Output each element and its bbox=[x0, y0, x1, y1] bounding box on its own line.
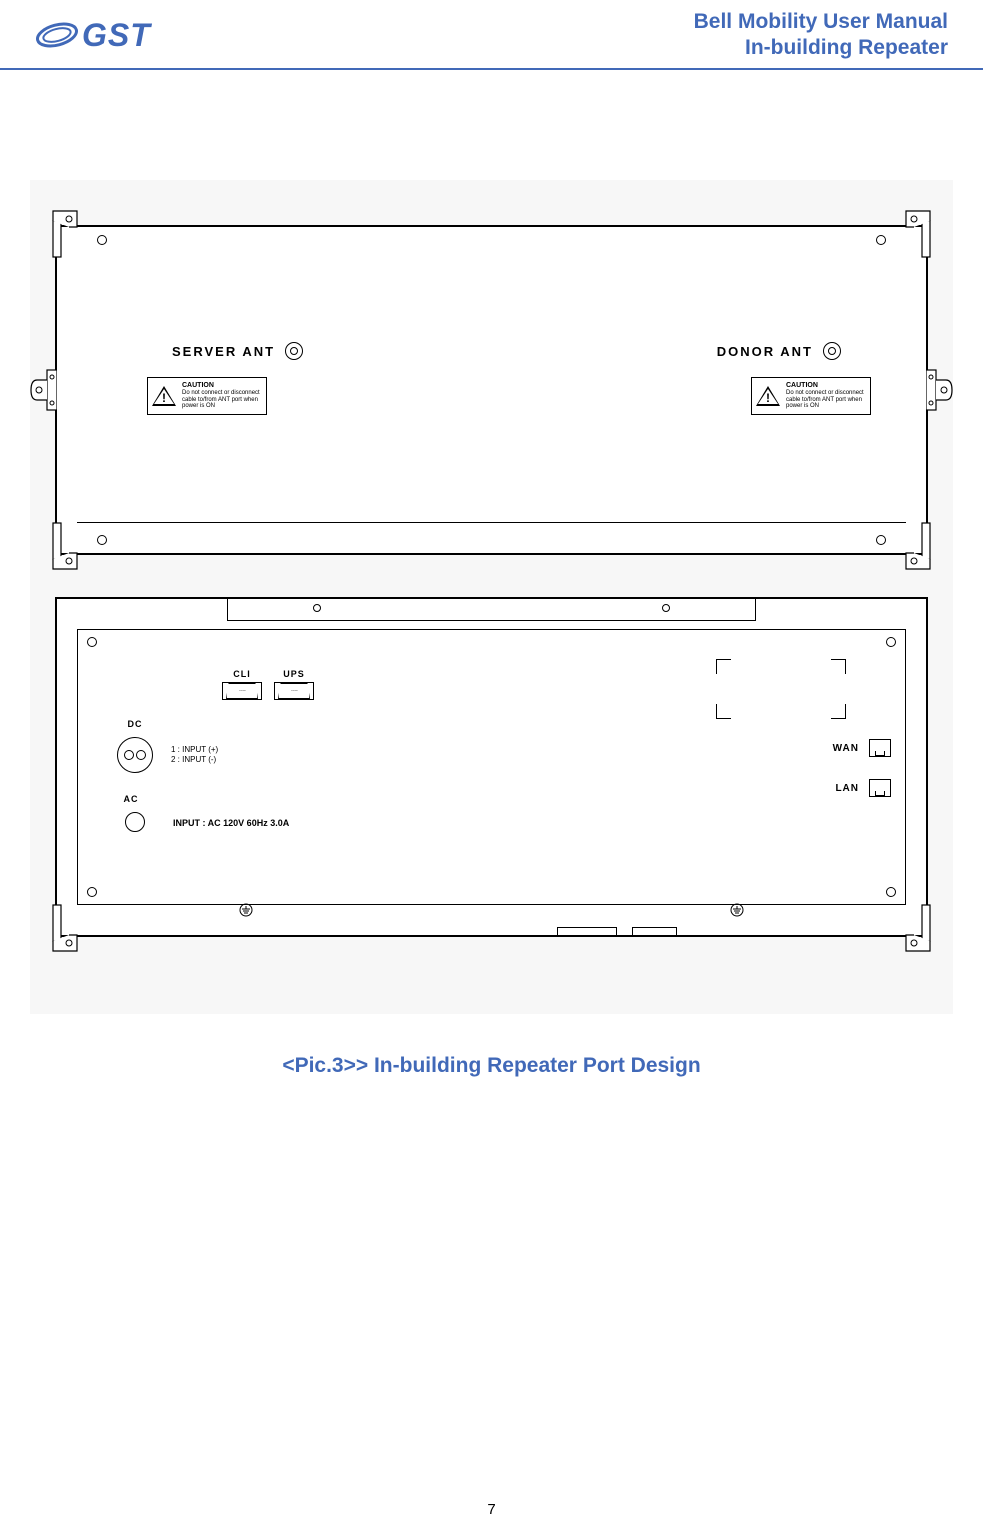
bottom-slot bbox=[557, 927, 617, 935]
logo: GST bbox=[35, 17, 151, 54]
donor-ant-port: DONOR ANT bbox=[717, 342, 841, 360]
figure-caption: <Pic.3>> In-building Repeater Port Desig… bbox=[0, 1054, 983, 1078]
page-header: GST Bell Mobility User Manual In-buildin… bbox=[0, 0, 983, 70]
panel-line bbox=[77, 522, 906, 523]
lan-port-group: LAN bbox=[835, 779, 891, 797]
ups-label: UPS bbox=[283, 669, 305, 679]
ac-connector-icon bbox=[125, 812, 145, 832]
screw-icon bbox=[313, 604, 321, 612]
screw-icon bbox=[886, 887, 896, 897]
svg-text:!: ! bbox=[766, 391, 770, 405]
ground-symbol-icon bbox=[237, 903, 255, 917]
mount-bracket-icon bbox=[904, 209, 934, 259]
cli-port: CLI bbox=[222, 669, 262, 700]
mount-bracket-icon bbox=[904, 521, 934, 571]
figure-container: SERVER ANT DONOR ANT ! CAUTION Do not co… bbox=[30, 180, 953, 1014]
wan-label: WAN bbox=[833, 743, 859, 754]
caution-label-donor: ! CAUTION Do not connect or disconnect c… bbox=[751, 377, 871, 415]
ac-label: AC bbox=[117, 794, 145, 804]
alignment-mark bbox=[716, 704, 731, 719]
bottom-device-panel: CLI UPS DC 1 : INPUT (+) 2 : INPUT (-) A… bbox=[55, 597, 928, 937]
ac-section: AC bbox=[117, 794, 145, 832]
screw-icon bbox=[87, 887, 97, 897]
ethernet-port-icon bbox=[869, 779, 891, 797]
ground-symbol-icon bbox=[728, 903, 746, 917]
top-plate bbox=[227, 599, 756, 621]
dc-section: DC bbox=[117, 719, 153, 773]
wan-port-group: WAN bbox=[833, 739, 891, 757]
alignment-mark bbox=[831, 659, 846, 674]
caution-text: CAUTION Do not connect or disconnect cab… bbox=[182, 382, 264, 409]
manual-subtitle: In-building Repeater bbox=[694, 36, 948, 60]
caution-text: CAUTION Do not connect or disconnect cab… bbox=[786, 382, 868, 409]
serial-ports: CLI UPS bbox=[222, 669, 314, 700]
alignment-mark bbox=[716, 659, 731, 674]
screw-icon bbox=[876, 535, 886, 545]
dc-power-group: DC 1 : INPUT (+) 2 : INPUT (-) bbox=[117, 719, 218, 773]
server-ant-label: SERVER ANT bbox=[172, 344, 275, 359]
svg-text:!: ! bbox=[162, 391, 166, 405]
ups-port: UPS bbox=[274, 669, 314, 700]
dc-label: DC bbox=[117, 719, 153, 729]
db9-port-icon bbox=[222, 682, 262, 700]
donor-ant-label: DONOR ANT bbox=[717, 344, 813, 359]
warning-triangle-icon: ! bbox=[754, 384, 782, 408]
cli-label: CLI bbox=[233, 669, 251, 679]
screw-icon bbox=[886, 637, 896, 647]
ac-power-group: AC INPUT : AC 120V 60Hz 3.0A bbox=[117, 794, 289, 832]
ant-connector-icon bbox=[823, 342, 841, 360]
dc-input-text: 1 : INPUT (+) 2 : INPUT (-) bbox=[171, 745, 218, 766]
bottom-slot bbox=[632, 927, 677, 935]
server-ant-port: SERVER ANT bbox=[172, 342, 303, 360]
mount-bracket-icon bbox=[49, 521, 79, 571]
mount-bracket-icon bbox=[49, 903, 79, 953]
screw-icon bbox=[87, 637, 97, 647]
mount-bracket-icon bbox=[904, 903, 934, 953]
screw-icon bbox=[97, 535, 107, 545]
caution-label-server: ! CAUTION Do not connect or disconnect c… bbox=[147, 377, 267, 415]
logo-text: GST bbox=[82, 17, 151, 54]
top-device-panel: SERVER ANT DONOR ANT ! CAUTION Do not co… bbox=[55, 225, 928, 555]
screw-icon bbox=[876, 235, 886, 245]
alignment-mark bbox=[831, 704, 846, 719]
ethernet-port-icon bbox=[869, 739, 891, 757]
dc-connector-icon bbox=[117, 737, 153, 773]
screw-icon bbox=[662, 604, 670, 612]
db9-port-icon bbox=[274, 682, 314, 700]
side-mount-icon bbox=[926, 365, 954, 415]
ac-input-text: INPUT : AC 120V 60Hz 3.0A bbox=[173, 818, 289, 828]
warning-triangle-icon: ! bbox=[150, 384, 178, 408]
mount-bracket-icon bbox=[49, 209, 79, 259]
page-number: 7 bbox=[487, 1501, 495, 1518]
side-mount-icon bbox=[29, 365, 57, 415]
logo-swoosh-icon bbox=[35, 18, 80, 53]
manual-title: Bell Mobility User Manual bbox=[694, 10, 948, 34]
screw-icon bbox=[97, 235, 107, 245]
header-titles: Bell Mobility User Manual In-building Re… bbox=[694, 10, 948, 60]
ant-connector-icon bbox=[285, 342, 303, 360]
lan-label: LAN bbox=[835, 783, 859, 794]
